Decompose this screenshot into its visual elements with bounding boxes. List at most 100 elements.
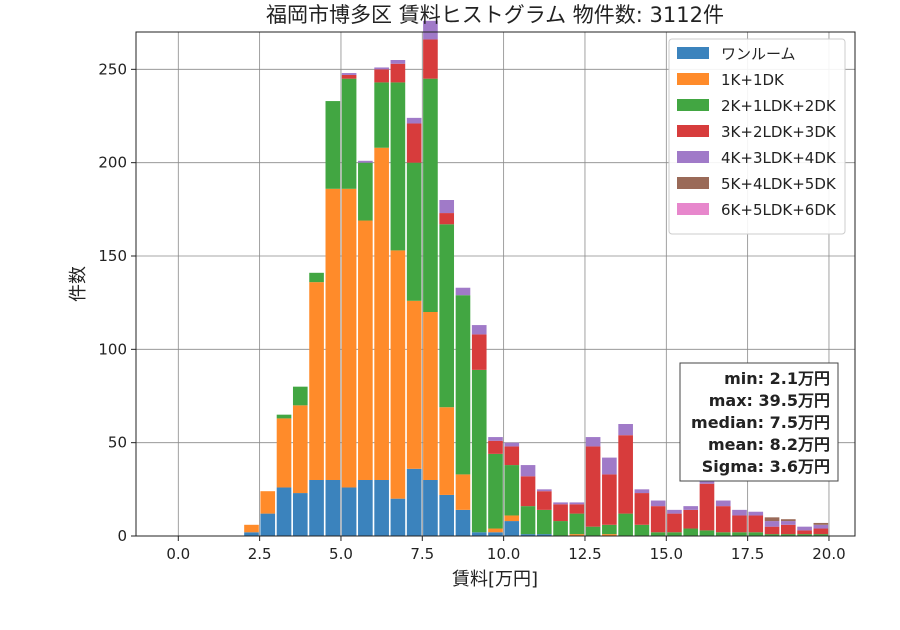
bar-segment-series-0-bin-9 — [390, 498, 406, 536]
bar-segment-series-4-bin-24 — [634, 489, 650, 494]
bar-segment-series-1-bin-9 — [390, 250, 406, 499]
bar-segment-series-1-bin-13 — [455, 474, 471, 510]
legend-swatch — [677, 73, 709, 85]
bar-segment-series-1-bin-7 — [358, 220, 373, 481]
bar-segment-series-2-bin-25 — [650, 532, 666, 536]
bar-segment-series-4-bin-6 — [341, 73, 357, 75]
bar-segment-series-5-bin-33 — [780, 519, 796, 522]
bar-segment-series-2-bin-10 — [406, 162, 422, 301]
bar-segment-series-2-bin-8 — [374, 82, 389, 148]
bar-segment-series-2-bin-16 — [504, 465, 520, 516]
bar-segment-series-3-bin-11 — [423, 39, 438, 79]
bar-segment-series-2-bin-22 — [602, 524, 617, 535]
legend-label: 5K+4LDK+5DK — [721, 175, 837, 193]
plot-frame — [135, 31, 856, 537]
x-tick-label: 12.5 — [568, 545, 601, 563]
bar-segment-series-4-bin-18 — [536, 489, 552, 492]
bar-segment-series-2-bin-29 — [715, 532, 731, 536]
bar-segment-series-4-bin-26 — [667, 509, 682, 514]
stats-mean: mean: 8.2万円 — [708, 435, 830, 454]
stats-min: min: 2.1万円 — [724, 369, 830, 388]
bar-segment-series-4-bin-34 — [797, 526, 812, 531]
bar-marks — [244, 20, 829, 536]
bar-segment-series-0-bin-1 — [260, 513, 276, 536]
y-tick-label: 150 — [98, 247, 127, 265]
bar-segment-series-1-bin-20 — [569, 534, 585, 536]
bar-segment-series-3-bin-17 — [520, 476, 536, 507]
y-tick-label: 250 — [98, 60, 127, 78]
bar-segment-series-4-bin-15 — [488, 437, 503, 441]
bar-segment-series-2-bin-24 — [634, 524, 650, 536]
bar-segment-series-2-bin-9 — [390, 82, 406, 251]
bar-segment-series-2-bin-27 — [683, 528, 699, 536]
bar-segment-series-4-bin-27 — [683, 506, 699, 510]
bar-segment-series-0-bin-8 — [374, 480, 389, 536]
bar-segment-series-3-bin-27 — [683, 509, 699, 529]
bar-segment-series-4-bin-32 — [764, 521, 780, 527]
bar-segment-series-1-bin-22 — [602, 534, 617, 536]
bar-segment-series-4-bin-25 — [650, 500, 666, 507]
bar-segment-series-1-bin-6 — [341, 188, 357, 488]
bar-segment-series-4-bin-28 — [699, 480, 715, 484]
bar-segment-series-2-bin-23 — [618, 513, 633, 536]
bar-segment-series-3-bin-33 — [780, 524, 796, 535]
y-axis-label: 件数 — [68, 266, 89, 302]
bar-segment-series-2-bin-20 — [569, 513, 585, 535]
bar-segment-series-3-bin-15 — [488, 440, 503, 454]
bar-segment-series-4-bin-12 — [439, 200, 455, 214]
bar-segment-series-4-bin-11 — [423, 20, 438, 40]
x-tick-label: 2.5 — [248, 545, 272, 563]
bar-segment-series-4-bin-14 — [471, 325, 487, 335]
x-axis-label: 賃料[万円] — [452, 569, 538, 590]
bar-segment-series-3-bin-30 — [732, 515, 747, 533]
bar-segment-series-5-bin-35 — [813, 522, 829, 525]
bar-segment-series-1-bin-8 — [374, 147, 389, 480]
bar-segment-series-3-bin-26 — [667, 513, 682, 533]
bar-segment-series-0-bin-16 — [504, 521, 520, 536]
legend-swatch — [677, 177, 709, 189]
bar-segment-series-3-bin-28 — [699, 483, 715, 531]
bar-segment-series-3-bin-18 — [536, 491, 552, 510]
bar-segment-series-3-bin-21 — [585, 446, 601, 527]
bar-segment-series-4-bin-8 — [374, 67, 389, 70]
bar-segment-series-3-bin-31 — [748, 515, 764, 533]
bar-segment-series-2-bin-19 — [553, 521, 568, 536]
bar-segment-series-2-bin-34 — [797, 534, 812, 536]
bar-segment-series-1-bin-12 — [439, 407, 455, 495]
bar-segment-series-0-bin-13 — [455, 509, 471, 536]
bar-segment-series-2-bin-15 — [488, 453, 503, 529]
bar-segment-series-0-bin-0 — [244, 532, 259, 536]
axis-ticks: 0.0 2.5 5.0 7.5 10.0 12.5 15.0 17.5 20.0 0 50 100 15… — [98, 60, 845, 563]
stats-annotation: min: 2.1万円 max: 39.5万円 median: 7.5万円 mea… — [679, 362, 839, 482]
legend-label: 2K+1LDK+2DK — [721, 97, 837, 115]
bar-segment-series-4-bin-29 — [715, 500, 731, 507]
bar-segment-series-0-bin-17 — [520, 534, 536, 536]
legend-swatch — [677, 47, 709, 59]
legend-label: 6K+5LDK+6DK — [721, 201, 837, 219]
bar-segment-series-0-bin-10 — [406, 468, 422, 536]
bar-segment-series-3-bin-6 — [341, 74, 357, 79]
legend-swatch — [677, 125, 709, 137]
bar-segment-series-0-bin-6 — [341, 487, 357, 536]
bar-segment-series-3-bin-34 — [797, 530, 812, 535]
bar-segment-series-3-bin-25 — [650, 506, 666, 533]
x-tick-label: 15.0 — [650, 545, 683, 563]
x-tick-label: 5.0 — [329, 545, 353, 563]
legend-swatch — [677, 99, 709, 111]
bar-segment-series-3-bin-14 — [471, 334, 487, 370]
bar-segment-series-0-bin-14 — [471, 532, 487, 536]
bar-segment-series-2-bin-13 — [455, 295, 471, 475]
bar-segment-series-3-bin-16 — [504, 446, 520, 466]
bar-segment-series-1-bin-1 — [260, 491, 276, 514]
bar-segment-series-0-bin-18 — [536, 534, 552, 536]
stats-box — [679, 362, 839, 482]
bar-segment-series-0-bin-11 — [423, 480, 438, 536]
bar-segment-series-4-bin-35 — [813, 524, 829, 529]
bar-segment-series-1-bin-16 — [504, 515, 520, 522]
legend-swatch — [677, 151, 709, 163]
bar-segment-series-4-bin-21 — [585, 437, 601, 447]
bar-segment-series-3-bin-20 — [569, 504, 585, 514]
bar-segment-series-2-bin-30 — [732, 532, 747, 536]
bar-segment-series-4-bin-30 — [732, 509, 747, 516]
